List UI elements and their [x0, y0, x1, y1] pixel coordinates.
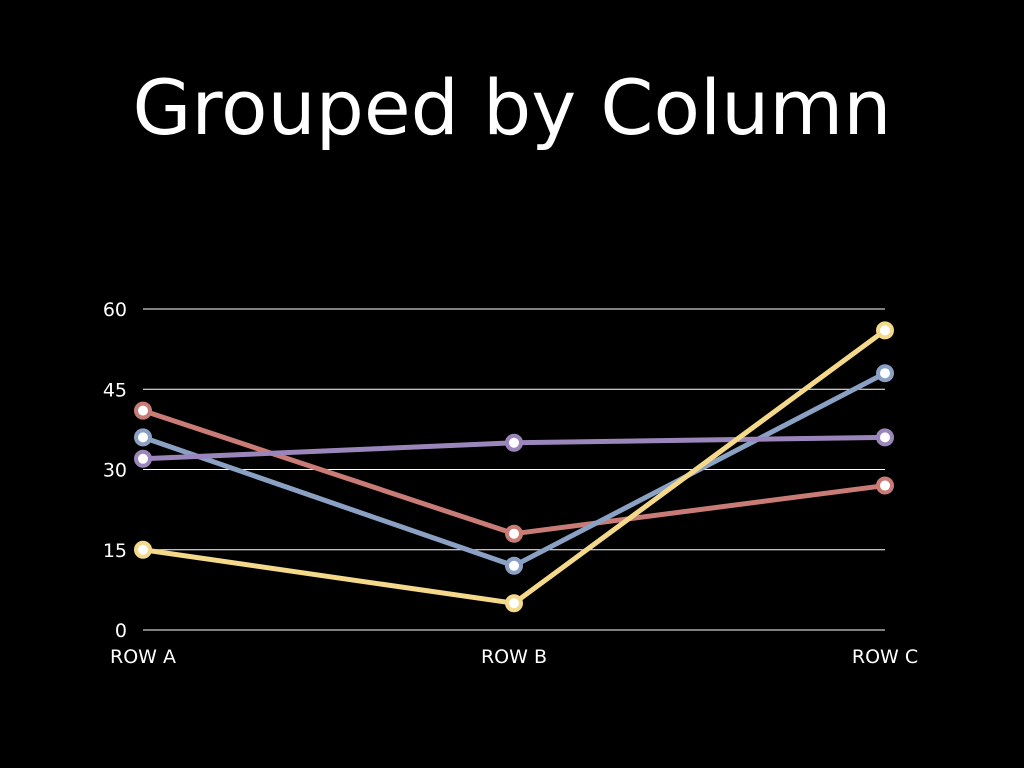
x-axis-ticks: ROW A ROW B ROW C — [110, 646, 918, 668]
y-tick-label: 30 — [103, 460, 127, 482]
data-point — [876, 476, 894, 495]
data-point — [505, 556, 523, 575]
series-lines — [134, 321, 894, 613]
x-tick-label: ROW A — [110, 646, 176, 668]
data-point — [876, 428, 894, 447]
data-point — [505, 433, 523, 452]
y-tick-label: 15 — [103, 540, 127, 562]
data-point — [134, 401, 152, 420]
gridlines — [143, 308, 885, 631]
data-point — [134, 449, 152, 468]
data-point — [876, 321, 894, 340]
y-tick-label: 45 — [103, 379, 127, 401]
data-point — [505, 594, 523, 613]
x-tick-label: ROW B — [481, 646, 547, 668]
data-point — [134, 540, 152, 559]
y-tick-label: 0 — [115, 620, 127, 642]
series-3 — [134, 428, 894, 468]
x-tick-label: ROW C — [852, 646, 918, 668]
data-point — [505, 524, 523, 543]
data-point — [134, 428, 152, 447]
slide-title: Grouped by Column — [132, 63, 892, 152]
y-axis-ticks: 0 15 30 45 60 — [103, 299, 127, 642]
data-point — [876, 364, 894, 383]
y-tick-label: 60 — [103, 299, 127, 321]
series-4 — [134, 321, 894, 613]
